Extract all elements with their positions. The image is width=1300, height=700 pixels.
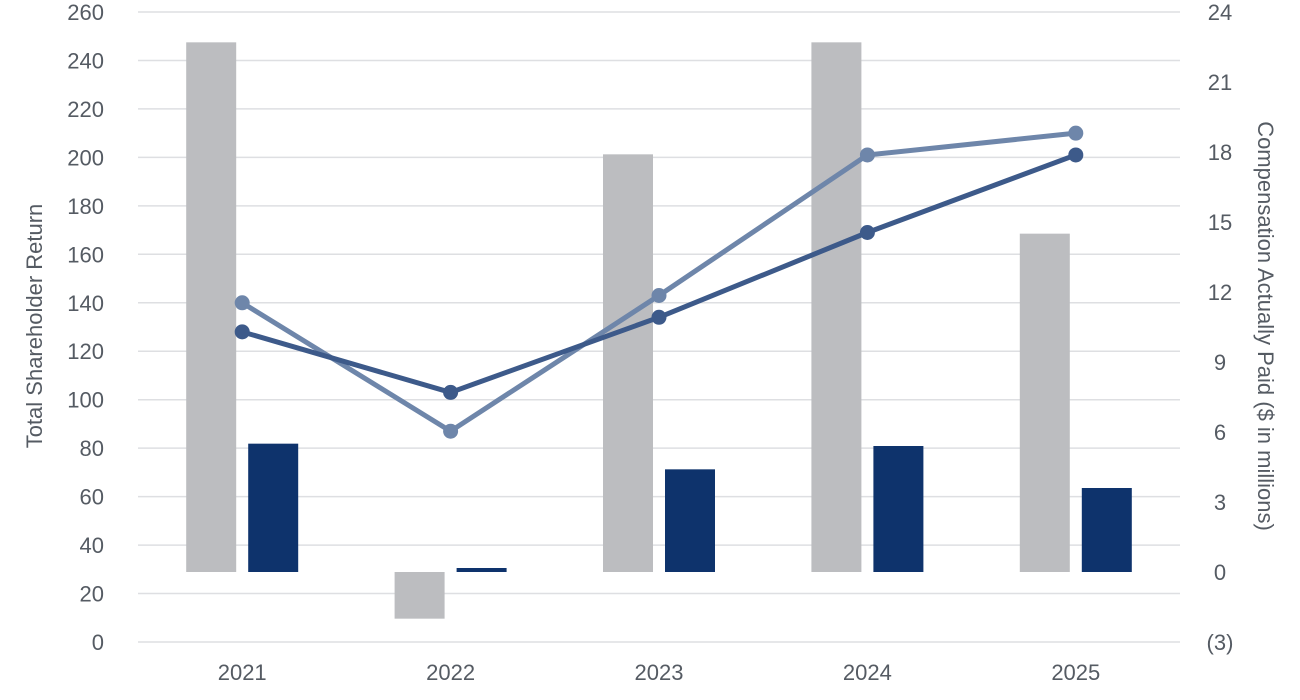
bar: [873, 446, 924, 572]
left-tick-label: 200: [67, 145, 104, 170]
bar: [1081, 488, 1132, 572]
bar: [603, 154, 653, 573]
right-tick-label: 24: [1208, 0, 1232, 25]
left-tick-label: 220: [67, 97, 104, 122]
right-tick-label: (3): [1207, 630, 1234, 655]
gridlines: [138, 11, 1180, 643]
data-point: [1068, 125, 1084, 141]
bar: [811, 42, 862, 573]
series-line: [240, 130, 1077, 434]
right-tick-label: 3: [1214, 490, 1226, 515]
left-tick-label: 20: [80, 582, 104, 607]
left-tick-label: 260: [67, 0, 104, 25]
x-tick-label: 2025: [1051, 660, 1100, 685]
left-tick-label: 100: [67, 388, 104, 413]
data-point: [859, 225, 875, 240]
right-tick-label: 21: [1208, 70, 1232, 95]
right-tick-label: 15: [1208, 210, 1232, 235]
data-point: [234, 295, 250, 311]
x-axis-ticks: 2021 2022 2023 2024 2025: [218, 660, 1101, 685]
left-axis-title: Total Shareholder Return: [22, 204, 47, 449]
bar: [186, 42, 237, 573]
left-tick-label: 140: [67, 291, 104, 316]
left-axis-ticks: 0 20 40 60 80 100 120 140 160 180 200 220 240 260: [67, 0, 104, 655]
bar: [665, 469, 715, 572]
right-axis-title: Compensation Actually Paid ($ in million…: [1253, 121, 1278, 531]
data-point: [651, 309, 667, 325]
x-tick-label: 2022: [426, 660, 475, 685]
data-point: [234, 324, 250, 340]
x-tick-label: 2021: [218, 660, 267, 685]
data-point: [651, 288, 667, 303]
bar: [394, 572, 445, 619]
x-tick-label: 2023: [635, 660, 684, 685]
left-tick-label: 160: [67, 242, 104, 267]
left-tick-label: 180: [67, 194, 104, 219]
bars: [186, 42, 1132, 619]
bar: [1019, 233, 1070, 572]
left-tick-label: 240: [67, 48, 104, 73]
data-point: [443, 423, 459, 439]
data-point: [443, 384, 459, 400]
lines: [234, 125, 1084, 439]
left-tick-label: 40: [80, 533, 104, 558]
bar: [456, 568, 507, 572]
series-line: [241, 152, 1077, 395]
right-tick-label: 9: [1214, 350, 1226, 375]
data-point: [859, 147, 875, 163]
left-tick-label: 60: [80, 485, 104, 510]
right-tick-label: 0: [1214, 560, 1226, 585]
right-axis-ticks: (3) 0 3 6 9 12 15 18 21 24: [1207, 0, 1234, 655]
left-tick-label: 80: [80, 436, 104, 461]
bar: [248, 443, 299, 572]
x-tick-label: 2024: [843, 660, 892, 685]
left-tick-label: 120: [67, 339, 104, 364]
right-tick-label: 12: [1208, 280, 1232, 305]
right-tick-label: 18: [1208, 140, 1232, 165]
data-point: [1068, 147, 1084, 163]
left-tick-label: 0: [92, 630, 104, 655]
right-tick-label: 6: [1214, 420, 1226, 445]
